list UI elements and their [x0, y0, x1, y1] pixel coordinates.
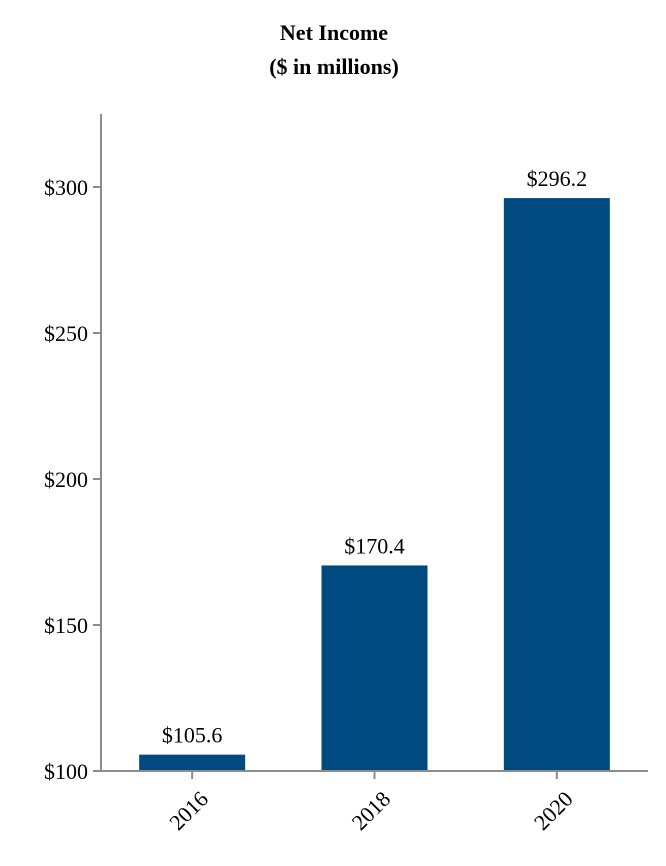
y-tick-label: $100 [44, 759, 88, 784]
data-label-2018: $170.4 [344, 533, 405, 558]
y-tick-label: $150 [44, 613, 88, 638]
x-tick-label: 2018 [347, 786, 396, 835]
x-axis-ticks: 2016 2018 2020 [164, 771, 578, 835]
bar-2018 [321, 565, 428, 771]
data-label-2016: $105.6 [162, 723, 223, 748]
bar-2020 [503, 198, 610, 771]
y-tick-label: $250 [44, 321, 88, 346]
chart-subtitle: ($ in millions) [269, 54, 399, 79]
y-tick-label: $200 [44, 467, 88, 492]
bar-2016 [139, 754, 246, 771]
x-tick-label: 2016 [164, 786, 213, 835]
x-tick-label: 2020 [529, 786, 578, 835]
data-labels: $105.6 $170.4 $296.2 [162, 166, 587, 748]
bars [139, 198, 610, 771]
y-axis-ticks: $100 $150 $200 $250 $300 [44, 175, 101, 784]
chart-title: Net Income [280, 20, 388, 45]
y-tick-label: $300 [44, 175, 88, 200]
data-label-2020: $296.2 [527, 166, 588, 191]
